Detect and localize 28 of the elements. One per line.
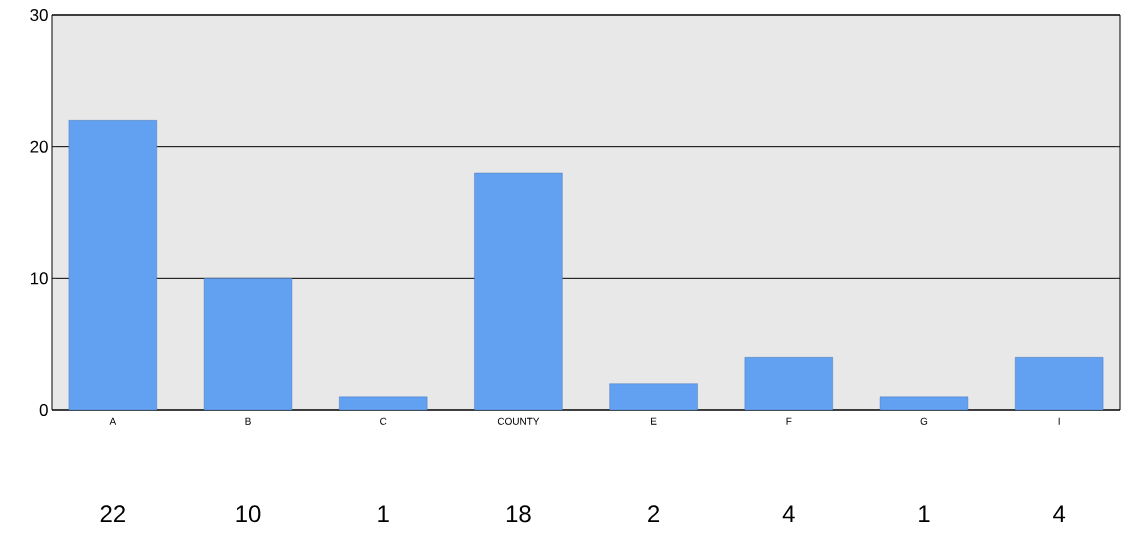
x-tick-label: E <box>651 417 657 425</box>
bar <box>68 120 157 411</box>
x-tick-label: I <box>1058 417 1060 425</box>
bar <box>879 396 969 411</box>
data-label: 22 <box>100 505 125 522</box>
y-tick-label: 20 <box>30 140 48 153</box>
x-tick-label: B <box>245 417 251 425</box>
data-label: 1 <box>919 505 930 522</box>
bar <box>609 383 698 411</box>
x-tick-label: F <box>786 417 792 425</box>
x-tick-label: A <box>109 417 117 425</box>
data-label: 18 <box>506 505 531 523</box>
data-label: 2 <box>648 505 660 522</box>
bar <box>744 357 833 411</box>
x-tick-label: C <box>380 417 387 425</box>
data-label: 4 <box>782 505 795 522</box>
y-tick-label: 30 <box>30 9 48 21</box>
x-tick-label: COUNTY <box>497 417 540 425</box>
y-tick-label: 10 <box>30 272 48 285</box>
data-label: 1 <box>378 505 389 522</box>
bar <box>474 172 563 411</box>
x-tick-label: G <box>920 417 928 425</box>
data-label: 4 <box>1053 505 1066 522</box>
y-tick-label: 0 <box>39 404 48 416</box>
bar <box>203 278 293 411</box>
data-label: 10 <box>236 505 261 523</box>
bar <box>1015 357 1104 411</box>
bar <box>339 396 428 411</box>
